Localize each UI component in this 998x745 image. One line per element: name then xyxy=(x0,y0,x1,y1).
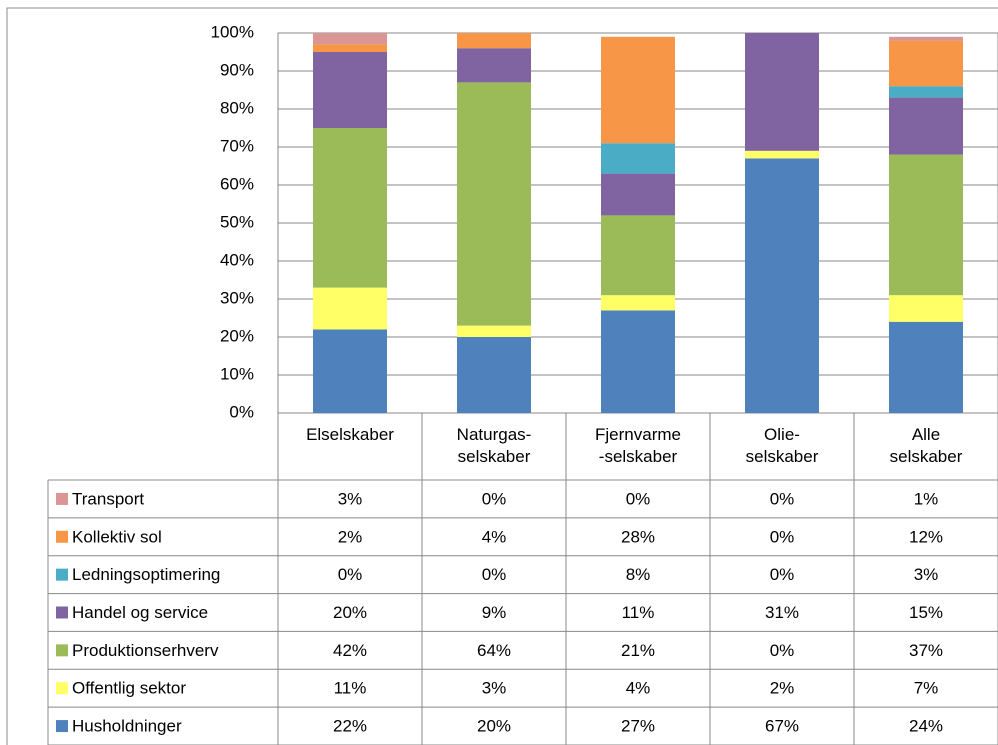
bar-segment xyxy=(457,82,531,326)
table-value: 24% xyxy=(909,717,943,736)
x-tick-label: Naturgas- selskaber xyxy=(456,425,532,466)
bar-segment xyxy=(601,295,675,311)
y-tick-label: 90% xyxy=(220,60,254,79)
x-tick-label: Alle selskaber xyxy=(889,425,963,466)
bar-segment xyxy=(889,86,963,98)
table-value: 67% xyxy=(765,717,799,736)
bar-segment xyxy=(457,33,531,49)
y-tick-label: 30% xyxy=(220,288,254,307)
table-value: 9% xyxy=(482,603,507,622)
bar-segment xyxy=(889,97,963,155)
table-value: 21% xyxy=(621,641,655,660)
table-value: 0% xyxy=(770,527,795,546)
legend-swatch xyxy=(56,720,68,733)
table-value: 3% xyxy=(482,679,507,698)
table-value: 31% xyxy=(765,603,799,622)
legend-label: Produktionserhverv xyxy=(72,641,219,660)
bar-segment xyxy=(745,150,819,159)
table-value: 7% xyxy=(914,679,939,698)
table-value: 37% xyxy=(909,641,943,660)
y-tick-label: 100% xyxy=(211,22,254,41)
bar-segment xyxy=(601,173,675,216)
table-value: 20% xyxy=(333,603,367,622)
legend-swatch xyxy=(56,492,68,505)
x-tick-label: Olie- selskaber xyxy=(745,425,819,466)
table-value: 2% xyxy=(338,527,363,546)
table-value: 8% xyxy=(626,565,651,584)
table-value: 0% xyxy=(770,565,795,584)
table-value: 12% xyxy=(909,527,943,546)
table-value: 2% xyxy=(770,679,795,698)
bar-segment xyxy=(313,33,387,45)
bar-segment xyxy=(745,33,819,151)
bar-segment xyxy=(457,325,531,337)
y-tick-label: 20% xyxy=(220,326,254,345)
bar-segment xyxy=(313,329,387,413)
table-value: 11% xyxy=(334,679,367,698)
bar-segment xyxy=(745,158,819,413)
legend-label: Husholdninger xyxy=(72,717,182,736)
bar-segment xyxy=(889,321,963,413)
table-value: 0% xyxy=(482,489,507,508)
outer-border xyxy=(6,7,998,745)
bar-segment xyxy=(601,143,675,174)
bar-segment xyxy=(313,52,387,128)
table-value: 64% xyxy=(477,641,511,660)
legend-swatch xyxy=(56,644,68,657)
y-tick-label: 0% xyxy=(229,402,254,421)
table-value: 22% xyxy=(333,717,367,736)
legend-label: Handel og service xyxy=(72,603,208,622)
table-value: 4% xyxy=(482,527,507,546)
table-value: 0% xyxy=(626,489,651,508)
table-value: 3% xyxy=(338,489,363,508)
y-tick-label: 10% xyxy=(220,364,254,383)
table-value: 0% xyxy=(338,565,363,584)
legend-swatch xyxy=(56,568,68,581)
bar-segment xyxy=(313,287,387,330)
bar-segment xyxy=(457,48,531,83)
y-tick-label: 80% xyxy=(220,98,254,117)
table-value: 20% xyxy=(477,717,511,736)
bar-segment xyxy=(889,295,963,322)
bar-segment xyxy=(889,154,963,296)
legend-label: Kollektiv sol xyxy=(72,527,162,546)
table-value: 42% xyxy=(333,641,367,660)
legend-swatch xyxy=(56,606,68,619)
bar-segment xyxy=(889,36,963,41)
bar-segment xyxy=(601,215,675,296)
table-value: 15% xyxy=(909,603,943,622)
table-value: 1% xyxy=(914,489,939,508)
legend-label: Transport xyxy=(72,489,144,508)
table-value: 0% xyxy=(770,641,795,660)
table-value: 0% xyxy=(770,489,795,508)
bar-segment xyxy=(313,128,387,288)
legend-label: Offentlig sektor xyxy=(72,679,186,698)
table-value: 3% xyxy=(914,565,939,584)
legend-label: Ledningsoptimering xyxy=(72,565,220,584)
bar-segment xyxy=(457,337,531,413)
y-tick-label: 50% xyxy=(220,212,254,231)
bar-segment xyxy=(889,40,963,87)
y-tick-label: 60% xyxy=(220,174,254,193)
bar-segment xyxy=(601,36,675,144)
x-tick-label: Fjernvarme -selskaber xyxy=(595,425,681,466)
table-value: 0% xyxy=(482,565,507,584)
legend-swatch xyxy=(56,682,68,695)
x-tick-label: Elselskaber xyxy=(306,425,394,444)
y-tick-label: 70% xyxy=(220,136,254,155)
table-value: 11% xyxy=(622,603,655,622)
table-value: 4% xyxy=(626,679,651,698)
bar-segment xyxy=(601,310,675,413)
legend-swatch xyxy=(56,530,68,543)
y-tick-label: 40% xyxy=(220,250,254,269)
table-value: 28% xyxy=(621,527,655,546)
table-value: 27% xyxy=(621,717,655,736)
bar-segment xyxy=(313,44,387,52)
